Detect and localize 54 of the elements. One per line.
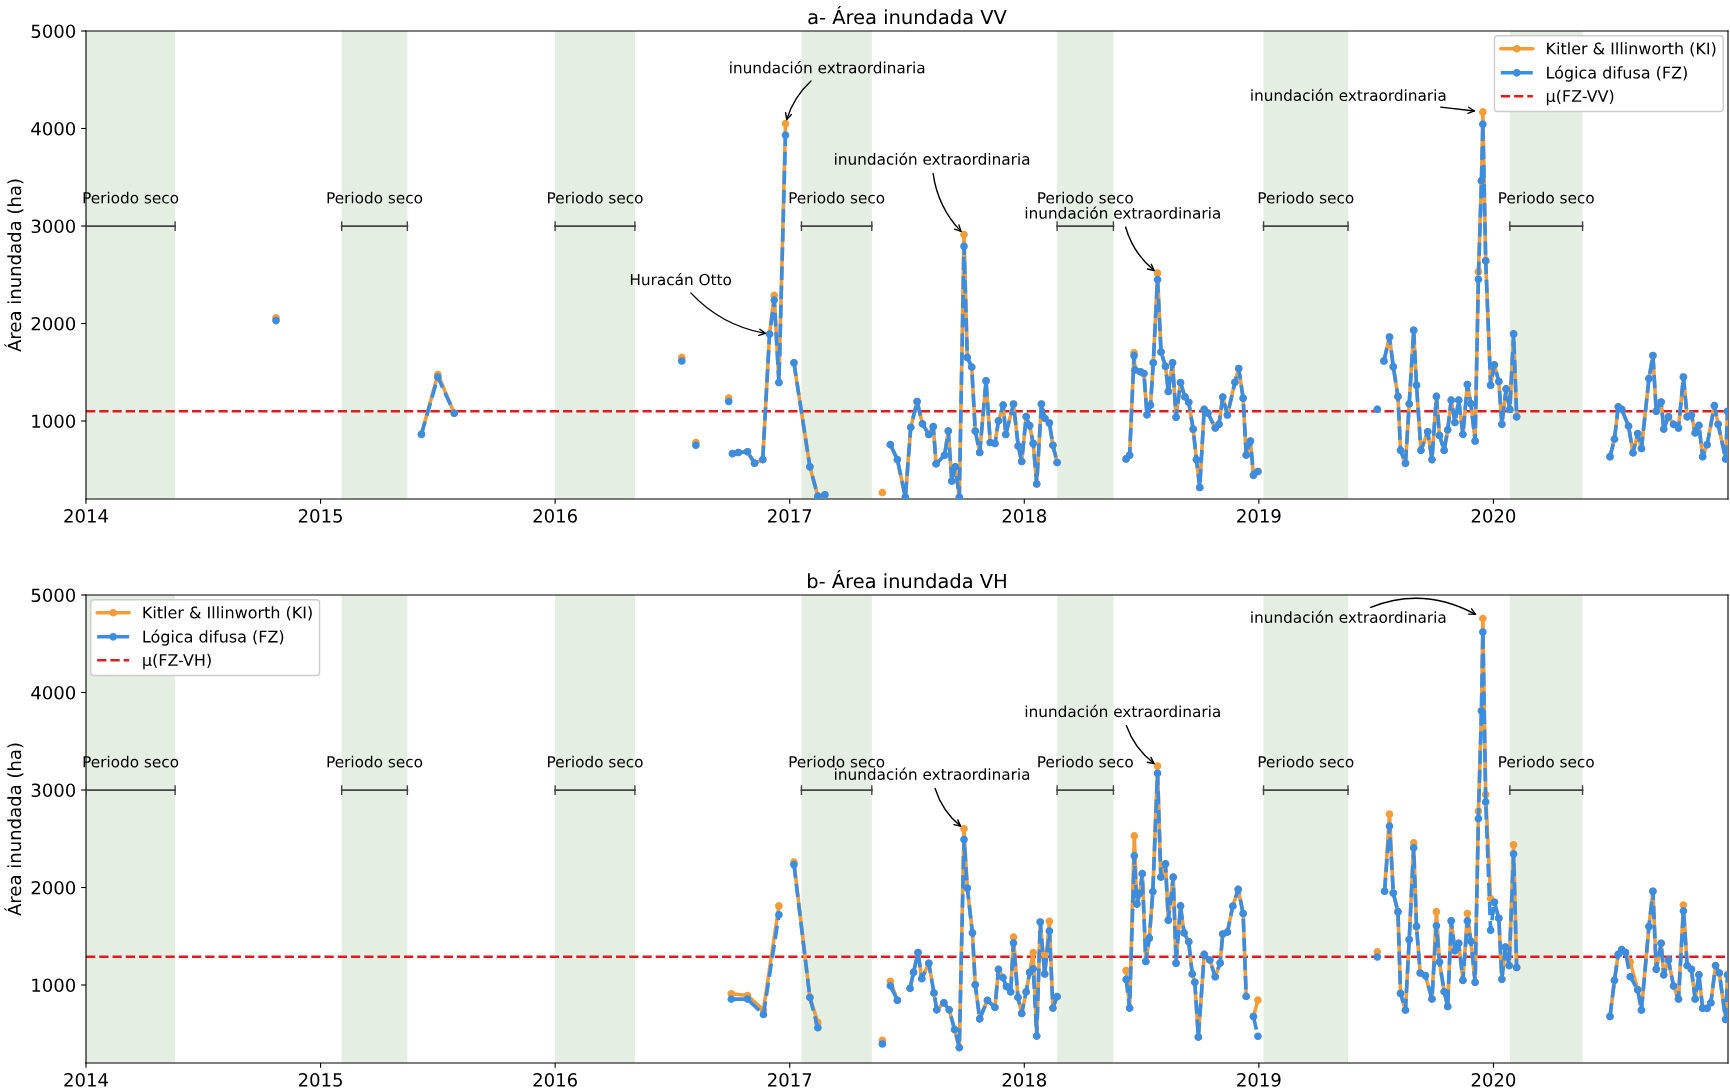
x-tick-label: 2014 [64, 509, 108, 523]
legend-label: Kitler & Illinworth (KI) [143, 606, 312, 621]
band-label: Periodo seco [548, 755, 643, 768]
y-tick-label: 4000 [31, 685, 76, 700]
x-tick-label: 2014 [64, 1073, 108, 1087]
y-tick-label: 4000 [31, 121, 76, 136]
legend-label: Kitler & Illinworth (KI) [1547, 42, 1716, 57]
y-tick-label: 5000 [31, 24, 76, 39]
x-tick-label: 2017 [768, 1073, 812, 1087]
x-tick-label: 2020 [1471, 509, 1516, 523]
x-tick-label: 2019 [1237, 509, 1281, 523]
annotation: inundación extraordinaria [1025, 206, 1220, 219]
legend-label: Lógica difusa (FZ) [1547, 65, 1687, 82]
x-tick-label: 2016 [533, 1073, 577, 1087]
annotation: inundación extraordinaria [730, 61, 925, 74]
chart-title: a- Área inundada VV [808, 6, 1007, 25]
legend-label: μ(FZ-VH) [143, 653, 211, 670]
annotation: Huracán Otto [630, 272, 732, 286]
y-tick-label: 2000 [31, 880, 76, 895]
y-tick-label: 1000 [32, 414, 76, 429]
chart-title: b- Área inundada VH [808, 570, 1006, 589]
band-label: Periodo seco [1499, 755, 1594, 768]
annotation: inundación extraordinaria [1251, 88, 1446, 102]
x-tick-label: 2017 [768, 509, 812, 523]
band-label: Periodo seco [1258, 191, 1354, 204]
x-tick-label: 2018 [1002, 509, 1047, 523]
band-label: Periodo seco [1038, 191, 1133, 204]
annotation: inundación extraordinaria [1025, 704, 1220, 718]
legend-label: μ(FZ-VV) [1546, 89, 1614, 106]
band-label: Periodo seco [1038, 755, 1133, 768]
band-label: Periodo seco [327, 191, 423, 204]
band-label: Periodo seco [789, 191, 885, 204]
band-label: Periodo seco [548, 191, 643, 204]
y-tick-label: 2000 [31, 316, 76, 331]
annotation: inundación extraordinaria [835, 767, 1030, 781]
x-tick-label: 2020 [1471, 1073, 1516, 1087]
x-tick-label: 2019 [1237, 1073, 1281, 1087]
x-tick-label: 2018 [1002, 1073, 1047, 1087]
band-label: Periodo seco [1499, 191, 1594, 204]
y-tick-label: 3000 [31, 783, 76, 798]
y-tick-label: 3000 [31, 219, 76, 234]
x-tick-label: 2016 [533, 509, 577, 523]
y-tick-label: 1000 [32, 978, 76, 993]
annotation: inundación extraordinaria [1251, 610, 1446, 624]
y-axis-title: Área inundada (ha) [4, 743, 24, 916]
band-label: Periodo seco [327, 755, 423, 768]
y-tick-label: 5000 [31, 588, 76, 603]
legend-label: Lógica difusa (FZ) [143, 629, 284, 646]
y-axis-title: Área inundada (ha) [4, 179, 24, 352]
band-label: Periodo seco [1258, 755, 1354, 768]
annotation: inundación extraordinaria [835, 152, 1030, 165]
x-tick-label: 2015 [298, 1073, 342, 1087]
x-tick-label: 2015 [298, 509, 342, 523]
band-label: Periodo seco [789, 755, 885, 768]
